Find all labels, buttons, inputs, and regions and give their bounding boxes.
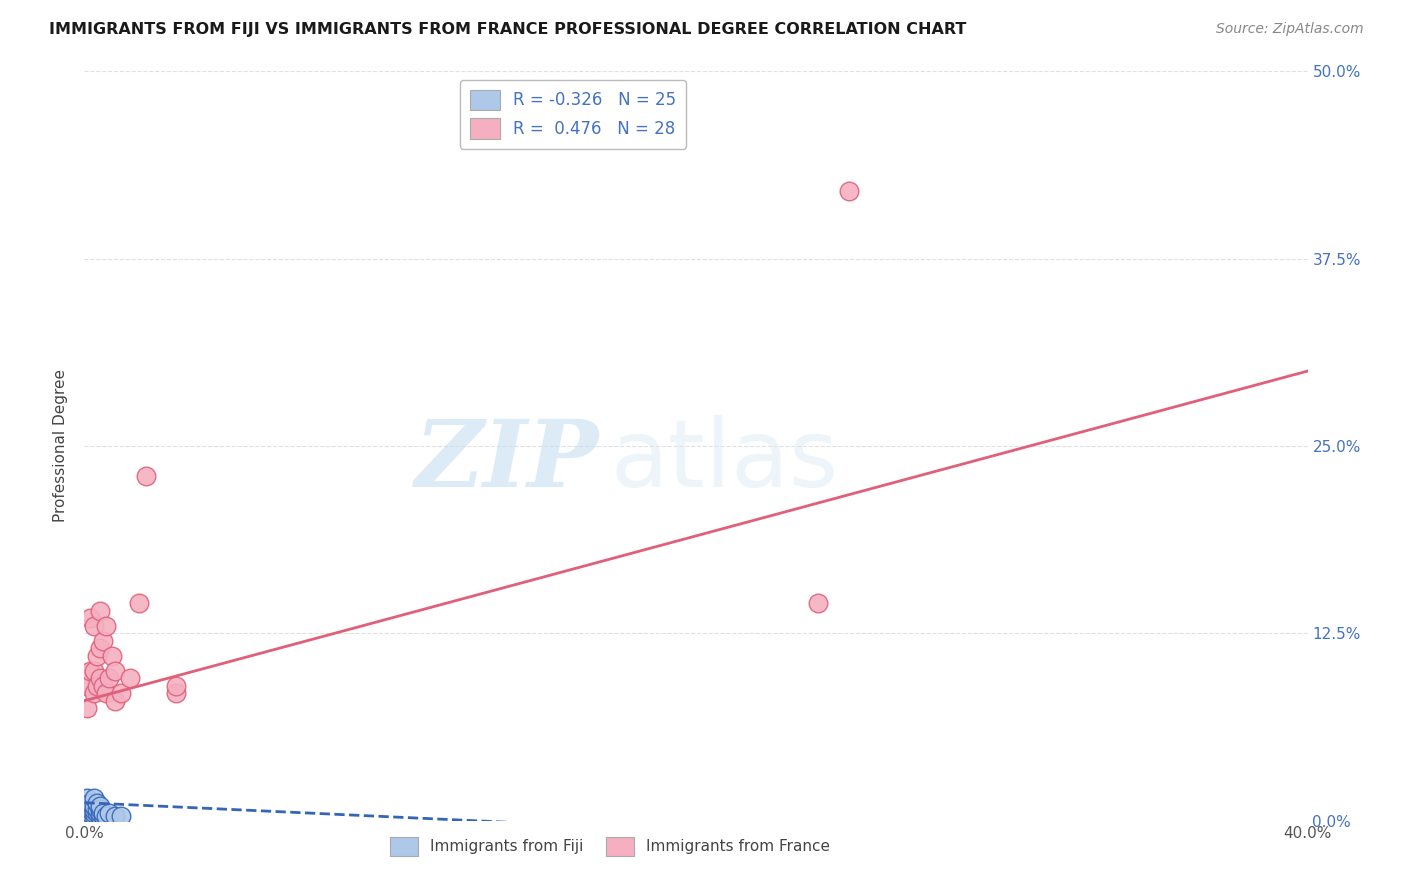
- Point: [76, 679, 98, 693]
- Point: [135, 469, 157, 483]
- Point: [83, 809, 105, 823]
- Point: [83, 664, 105, 678]
- Point: [94, 686, 117, 700]
- Point: [89, 806, 111, 821]
- Point: [165, 686, 187, 700]
- Point: [128, 596, 150, 610]
- Text: ZIP: ZIP: [413, 416, 598, 506]
- Point: [89, 798, 111, 813]
- Point: [86, 806, 108, 821]
- Point: [79, 611, 101, 625]
- Point: [165, 679, 187, 693]
- Point: [91, 806, 114, 821]
- Point: [76, 806, 98, 821]
- Point: [86, 648, 108, 663]
- Legend: Immigrants from Fiji, Immigrants from France: Immigrants from Fiji, Immigrants from Fr…: [384, 830, 837, 862]
- Point: [110, 809, 132, 823]
- Text: Source: ZipAtlas.com: Source: ZipAtlas.com: [1216, 22, 1364, 37]
- Point: [83, 686, 105, 700]
- Point: [86, 796, 108, 810]
- Point: [807, 596, 830, 610]
- Point: [83, 803, 105, 817]
- Point: [91, 679, 114, 693]
- Point: [86, 802, 108, 816]
- Point: [76, 701, 98, 715]
- Point: [89, 641, 111, 656]
- Point: [79, 802, 101, 816]
- Point: [89, 802, 111, 816]
- Point: [104, 664, 127, 678]
- Point: [104, 809, 127, 823]
- Point: [79, 664, 101, 678]
- Point: [79, 806, 101, 821]
- Point: [94, 809, 117, 823]
- Point: [120, 671, 142, 685]
- Point: [89, 809, 111, 823]
- Point: [79, 809, 101, 823]
- Text: IMMIGRANTS FROM FIJI VS IMMIGRANTS FROM FRANCE PROFESSIONAL DEGREE CORRELATION C: IMMIGRANTS FROM FIJI VS IMMIGRANTS FROM …: [49, 22, 966, 37]
- Point: [89, 604, 111, 618]
- Point: [97, 671, 120, 685]
- Point: [83, 619, 105, 633]
- Text: atlas: atlas: [610, 415, 838, 507]
- Point: [97, 806, 120, 821]
- Point: [86, 679, 108, 693]
- Point: [104, 694, 127, 708]
- Point: [79, 796, 101, 810]
- Point: [110, 686, 132, 700]
- Point: [76, 798, 98, 813]
- Point: [91, 633, 114, 648]
- Point: [89, 671, 111, 685]
- Point: [91, 809, 114, 823]
- Y-axis label: Professional Degree: Professional Degree: [53, 369, 69, 523]
- Point: [101, 648, 124, 663]
- Point: [83, 806, 105, 821]
- Point: [838, 184, 860, 198]
- Point: [83, 791, 105, 805]
- Point: [94, 619, 117, 633]
- Point: [76, 791, 98, 805]
- Point: [83, 798, 105, 813]
